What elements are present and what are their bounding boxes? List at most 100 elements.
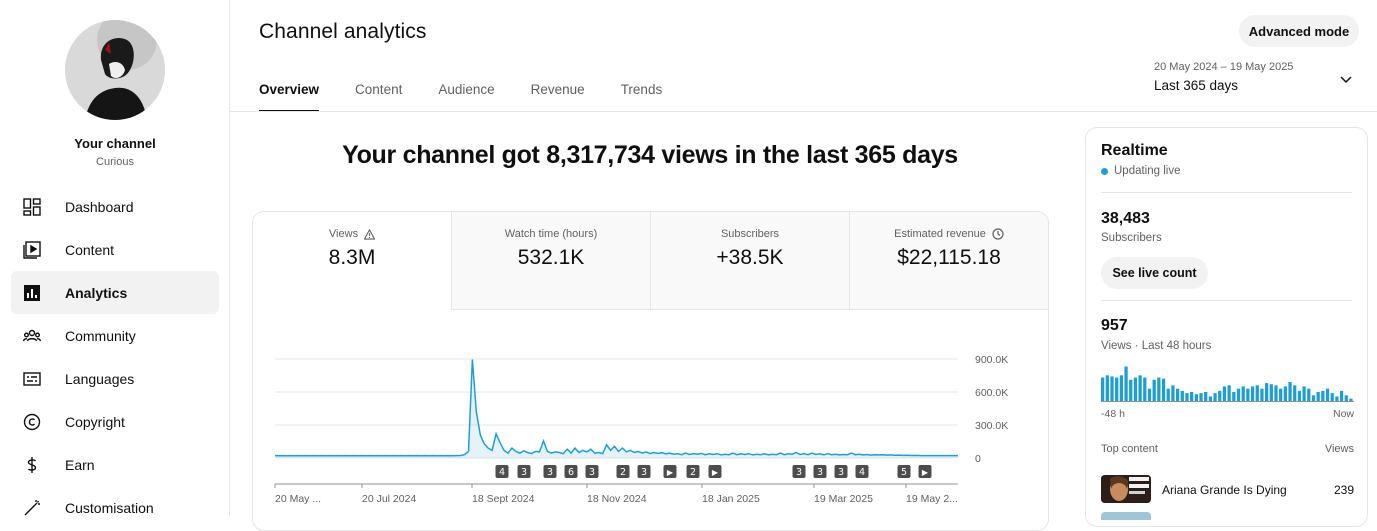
annotation-marker [637,465,651,478]
realtime-bar[interactable] [1190,392,1194,402]
realtime-bar[interactable] [1302,386,1306,402]
annotation-marker-label: 3 [521,467,527,478]
realtime-bar[interactable] [1222,386,1227,402]
realtime-bar[interactable] [1307,388,1311,402]
realtime-title: Realtime [1101,142,1168,159]
metric-value: +38.5K [716,246,784,269]
realtime-bar[interactable] [1129,379,1133,402]
realtime-bar[interactable] [1157,377,1161,402]
annotation-marker [897,465,911,478]
realtime-bar[interactable] [1152,379,1156,402]
sidebar-item-dashboard[interactable]: Dashboard [11,185,219,228]
metric-subscribers[interactable]: Subscribers +38.5K [650,212,849,310]
top-content-item[interactable]: Ariana Grande Is Dying 239 [1101,475,1354,505]
realtime-bar[interactable] [1321,390,1325,402]
divider [1101,192,1352,193]
sidebar-item-earn[interactable]: Earn [11,443,219,486]
sidebar-item-customisation[interactable]: Customisation [11,486,219,529]
realtime-bar[interactable] [1180,390,1184,402]
realtime-bar[interactable] [1297,390,1302,402]
realtime-bar[interactable] [1110,376,1114,402]
realtime-bar[interactable] [1246,388,1250,402]
realtime-bar[interactable] [1161,378,1166,402]
tab-content[interactable]: Content [355,82,403,97]
realtime-bar[interactable] [1330,393,1334,402]
realtime-bar[interactable] [1171,385,1175,402]
sidebar-item-analytics[interactable]: Analytics [11,271,219,314]
y-tick-label: 600.0K [975,387,1008,399]
realtime-bar[interactable] [1147,388,1152,402]
tab-overview[interactable]: Overview [259,72,320,112]
realtime-bar[interactable] [1344,395,1348,402]
realtime-bar[interactable] [1199,393,1203,402]
y-tick-label: 300.0K [975,420,1008,432]
tab-audience[interactable]: Audience [438,82,495,97]
realtime-bar[interactable] [1204,392,1208,402]
realtime-bar[interactable] [1260,388,1264,402]
metric-watch-time[interactable]: Watch time (hours) 532.1K [451,212,650,310]
annotation-marker [686,465,700,478]
realtime-bar[interactable] [1115,377,1119,402]
realtime-bar[interactable] [1250,386,1255,402]
sidebar-item-languages[interactable]: Languages [11,357,219,400]
realtime-bar[interactable] [1349,398,1353,402]
realtime-bar[interactable] [1138,375,1142,402]
realtime-bar[interactable] [1175,388,1180,402]
realtime-bar[interactable] [1208,396,1213,402]
realtime-bar[interactable] [1335,396,1339,402]
realtime-bar[interactable] [1283,386,1287,402]
realtime-bar[interactable] [1274,385,1278,402]
y-tick-label: 0 [975,453,981,465]
realtime-views-bars[interactable] [1101,362,1354,402]
advanced-mode-button[interactable]: Advanced mode [1239,15,1359,47]
views-line [274,359,958,457]
annotation-marker [663,465,677,478]
video-title: Ariana Grande Is Dying [1162,483,1287,497]
sidebar-item-community[interactable]: Community [11,314,219,357]
realtime-bar[interactable] [1241,386,1245,402]
sidebar-item-content[interactable]: Content [11,228,219,271]
video-thumbnail[interactable] [1101,512,1151,520]
video-thumbnail [1101,475,1151,503]
metric-views[interactable]: Views 8.3M [253,212,451,310]
views-chart-svg: 900.0K 600.0K 300.0K 0 4 3 3 6 3 2 3 ▶ 2 ▶ 3 3 3 4 5 ▶ 20 Ma… [274,354,1008,505]
realtime-bar[interactable] [1124,366,1128,402]
realtime-bar[interactable] [1279,388,1283,402]
realtime-bar[interactable] [1218,390,1222,402]
realtime-bar[interactable] [1325,388,1330,402]
realtime-bar[interactable] [1339,390,1344,402]
realtime-bar[interactable] [1105,375,1109,402]
realtime-bar[interactable] [1101,377,1105,402]
realtime-bar[interactable] [1232,392,1236,402]
realtime-bar[interactable] [1213,393,1217,402]
realtime-bar[interactable] [1255,385,1259,402]
channel-avatar[interactable] [65,20,165,120]
tab-revenue[interactable]: Revenue [530,82,585,97]
realtime-bar[interactable] [1293,385,1297,402]
realtime-bar[interactable] [1236,388,1241,402]
realtime-bar[interactable] [1269,384,1273,402]
realtime-bar[interactable] [1185,393,1189,402]
chevron-down-icon[interactable] [1338,71,1354,87]
realtime-bar[interactable] [1133,377,1138,402]
see-live-count-button[interactable]: See live count [1101,257,1208,289]
realtime-bar[interactable] [1166,388,1170,402]
realtime-bar[interactable] [1227,385,1231,402]
realtime-bar[interactable] [1264,383,1269,402]
tab-bar: Overview Content Audience Revenue Trends [259,72,698,112]
tab-trends[interactable]: Trends [620,82,663,97]
realtime-bar[interactable] [1119,375,1124,402]
realtime-bar[interactable] [1143,377,1147,402]
annotation-marker [792,465,806,478]
sidebar-item-label: Community [65,327,136,344]
realtime-bar[interactable] [1311,395,1316,402]
metric-label: Estimated revenue [894,228,986,240]
sidebar-item-copyright[interactable]: Copyright [11,400,219,443]
realtime-bar[interactable] [1194,394,1198,402]
sidebar-item-label: Earn [65,456,95,473]
metric-revenue[interactable]: Estimated revenue $22,115.18 [849,212,1048,310]
views-headline: Your channel got 8,317,734 views in the … [342,141,958,169]
realtime-bar[interactable] [1288,382,1292,402]
date-range-selector[interactable]: 20 May 2024 – 19 May 2025 Last 365 days [1154,61,1293,93]
realtime-bar[interactable] [1316,392,1320,402]
